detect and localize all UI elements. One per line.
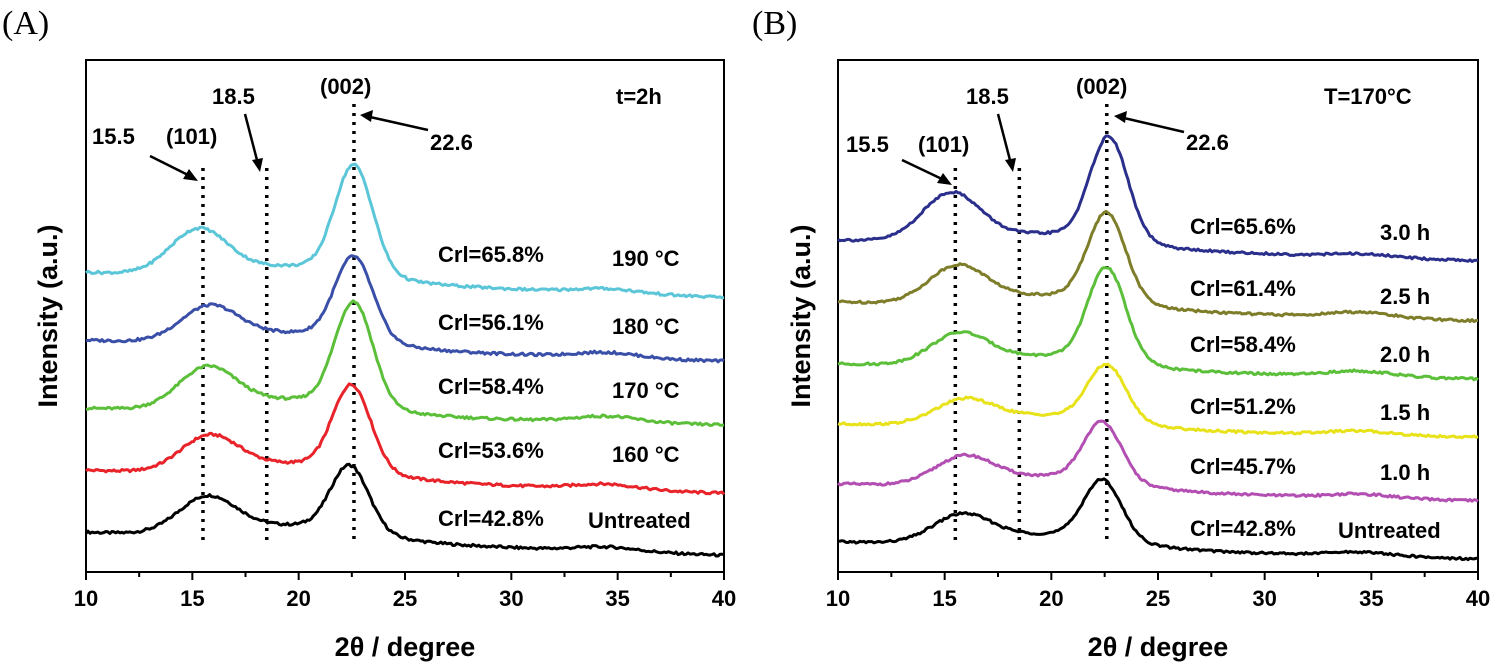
series-line-170-c bbox=[85, 299, 725, 427]
panel-b-label-22-6: 22.6 bbox=[1186, 130, 1229, 155]
panel-a: (A) t=2h Intensity (a.u.) 2θ / degree 10… bbox=[2, 5, 736, 662]
series-line-untreated bbox=[84, 462, 725, 558]
panel-b-arrow-22-6 bbox=[1123, 116, 1185, 134]
x-tick-label: 25 bbox=[1146, 586, 1170, 611]
panel-a-arrowhead-15-5 bbox=[183, 169, 198, 181]
panel-b: (B) T=170°C Intensity (a.u.) 2θ / degree… bbox=[752, 5, 1490, 662]
panel-a-crl-190: Crl=65.8% bbox=[438, 242, 544, 267]
panel-a-cond-untreated: Untreated bbox=[588, 508, 691, 533]
panel-b-x-ticks: 10 15 20 25 30 35 40 bbox=[826, 572, 1490, 611]
panel-a-label-002: (002) bbox=[320, 74, 371, 99]
panel-b-cond-untreated: Untreated bbox=[1338, 518, 1441, 543]
panel-b-crl-1-5: Crl=51.2% bbox=[1190, 394, 1296, 419]
panel-b-y-axis-title: Intensity (a.u.) bbox=[786, 224, 816, 407]
panel-b-arrowhead-18-5 bbox=[1005, 158, 1016, 172]
panel-b-cond-1-5: 1.5 h bbox=[1380, 400, 1430, 425]
series-line-2-5-h bbox=[837, 209, 1478, 324]
x-tick-label: 20 bbox=[286, 586, 310, 611]
panel-a-arrow-18-5 bbox=[243, 113, 260, 165]
panel-a-crl-untreated: Crl=42.8% bbox=[438, 506, 544, 531]
panel-b-cond-1-0: 1.0 h bbox=[1380, 460, 1430, 485]
x-tick-label: 10 bbox=[826, 586, 850, 611]
panel-b-arrowhead-15-5 bbox=[937, 173, 952, 185]
panel-a-label: (A) bbox=[2, 5, 49, 42]
panel-b-curves bbox=[836, 134, 1479, 562]
panel-a-cond-180: 180 °C bbox=[612, 314, 680, 339]
panel-a-crl-160: Crl=53.6% bbox=[438, 438, 544, 463]
panel-a-label-18-5: 18.5 bbox=[212, 84, 255, 109]
panel-a-arrowhead-22-6 bbox=[360, 110, 373, 122]
panel-a-x-ticks: 10 15 20 25 30 35 40 bbox=[74, 572, 736, 611]
panel-a-arrowhead-18-5 bbox=[252, 158, 263, 172]
series-line-2-0-h bbox=[837, 266, 1479, 382]
panel-b-crl-1-0: Crl=45.7% bbox=[1190, 454, 1296, 479]
series-line-160-c bbox=[85, 382, 726, 496]
x-tick-label: 35 bbox=[1359, 586, 1383, 611]
panel-b-reference-lines bbox=[953, 104, 1109, 544]
panel-b-label-15-5: 15.5 bbox=[846, 132, 889, 157]
panel-a-cond-160: 160 °C bbox=[612, 442, 680, 467]
panel-a-arrow-22-6 bbox=[369, 115, 429, 132]
x-tick-label: 25 bbox=[393, 586, 417, 611]
panel-a-y-axis-title: Intensity (a.u.) bbox=[33, 224, 63, 407]
series-line-180-c bbox=[85, 254, 725, 364]
panel-a-crl-170: Crl=58.4% bbox=[438, 374, 544, 399]
panel-a-curves bbox=[84, 162, 726, 558]
panel-b-title: T=170°C bbox=[1324, 84, 1412, 109]
panel-b-crl-untreated: Crl=42.8% bbox=[1190, 516, 1296, 541]
series-line-1-5-h bbox=[837, 362, 1479, 440]
series-line-190-c bbox=[85, 162, 725, 300]
x-tick-label: 35 bbox=[605, 586, 629, 611]
panel-a-title: t=2h bbox=[616, 84, 662, 109]
panel-a-cond-190: 190 °C bbox=[612, 246, 680, 271]
panel-a-label-22-6: 22.6 bbox=[430, 130, 473, 155]
series-line-1-0-h bbox=[836, 419, 1479, 503]
panel-b-arrow-18-5 bbox=[996, 113, 1013, 165]
panel-b-cond-2-5: 2.5 h bbox=[1380, 284, 1430, 309]
panel-a-cond-170: 170 °C bbox=[612, 378, 680, 403]
x-tick-label: 40 bbox=[712, 586, 736, 611]
panel-b-label-101: (101) bbox=[918, 132, 969, 157]
x-tick-label: 30 bbox=[499, 586, 523, 611]
x-tick-label: 20 bbox=[1039, 586, 1063, 611]
panel-b-label-18-5: 18.5 bbox=[966, 84, 1009, 109]
panel-b-crl-2-0: Crl=58.4% bbox=[1190, 332, 1296, 357]
x-tick-label: 15 bbox=[180, 586, 204, 611]
panel-b-x-axis-title: 2θ / degree bbox=[1088, 632, 1229, 662]
panel-b-cond-3-0: 3.0 h bbox=[1380, 220, 1430, 245]
panel-b-arrow-15-5 bbox=[901, 158, 945, 182]
x-tick-label: 15 bbox=[932, 586, 956, 611]
panel-b-cond-2-0: 2.0 h bbox=[1380, 342, 1430, 367]
x-tick-label: 30 bbox=[1252, 586, 1276, 611]
panel-a-arrow-15-5 bbox=[149, 154, 191, 178]
panel-a-label-101: (101) bbox=[166, 124, 217, 149]
panel-a-reference-lines bbox=[201, 104, 356, 544]
panel-b-label: (B) bbox=[752, 5, 797, 42]
panel-b-crl-3-0: Crl=65.6% bbox=[1190, 214, 1296, 239]
series-line-3-0-h bbox=[837, 134, 1479, 263]
panel-b-arrowhead-22-6 bbox=[1114, 111, 1127, 123]
panel-b-label-002: (002) bbox=[1076, 74, 1127, 99]
x-tick-label: 40 bbox=[1466, 586, 1490, 611]
x-tick-label: 10 bbox=[74, 586, 98, 611]
panel-a-label-15-5: 15.5 bbox=[92, 124, 135, 149]
panel-b-crl-2-5: Crl=61.4% bbox=[1190, 276, 1296, 301]
panel-a-crl-180: Crl=56.1% bbox=[438, 310, 544, 335]
panel-a-x-axis-title: 2θ / degree bbox=[335, 632, 476, 662]
series-line-untreated bbox=[837, 477, 1479, 562]
